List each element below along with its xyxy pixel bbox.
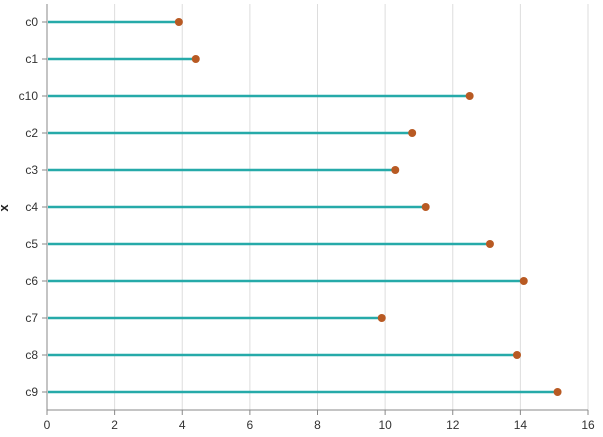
lollipop-dot	[391, 166, 400, 174]
y-tick-label: c8	[25, 348, 38, 362]
lollipop-dot	[191, 55, 200, 63]
x-tick-label: 4	[179, 418, 186, 432]
y-tick-label: c6	[25, 274, 38, 288]
lollipop-dot	[465, 92, 474, 100]
lollipop-dots	[174, 18, 562, 396]
lollipop-dot	[421, 203, 430, 211]
y-tick-label: c2	[25, 126, 38, 140]
y-tick-label: c5	[25, 237, 38, 251]
x-tick-label: 0	[44, 418, 51, 432]
x-tick-label: 8	[314, 418, 321, 432]
y-axis-title: x	[0, 204, 11, 212]
axes	[42, 4, 589, 415]
y-tick-label: c9	[25, 385, 38, 399]
y-tick-label: c0	[25, 15, 38, 29]
y-tick-label: c10	[19, 89, 39, 103]
y-tick-labels: c0 c1 c10 c2 c3 c4 c5 c6 c7 c8 c9	[19, 15, 39, 399]
lollipop-dot	[377, 314, 386, 322]
y-tick-label: c7	[25, 311, 38, 325]
lollipop-dot	[519, 277, 528, 285]
x-tick-label: 16	[581, 418, 595, 432]
lollipop-dot	[512, 351, 521, 359]
y-tick-label: c1	[25, 52, 38, 66]
x-tick-label: 10	[378, 418, 392, 432]
lollipop-dot	[408, 129, 417, 137]
lollipop-dot	[485, 240, 494, 248]
x-tick-label: 2	[111, 418, 118, 432]
lollipop-dot	[174, 18, 183, 26]
y-tick-label: c4	[25, 200, 38, 214]
x-tick-label: 14	[514, 418, 528, 432]
lollipop-dot	[553, 388, 562, 396]
x-tick-label: 6	[247, 418, 254, 432]
x-tick-labels: 0 2 4 6 8 10 12 14 16	[44, 418, 595, 432]
x-tick-label: 12	[446, 418, 460, 432]
y-tick-label: c3	[25, 163, 38, 177]
lollipop-stems	[48, 20, 558, 394]
